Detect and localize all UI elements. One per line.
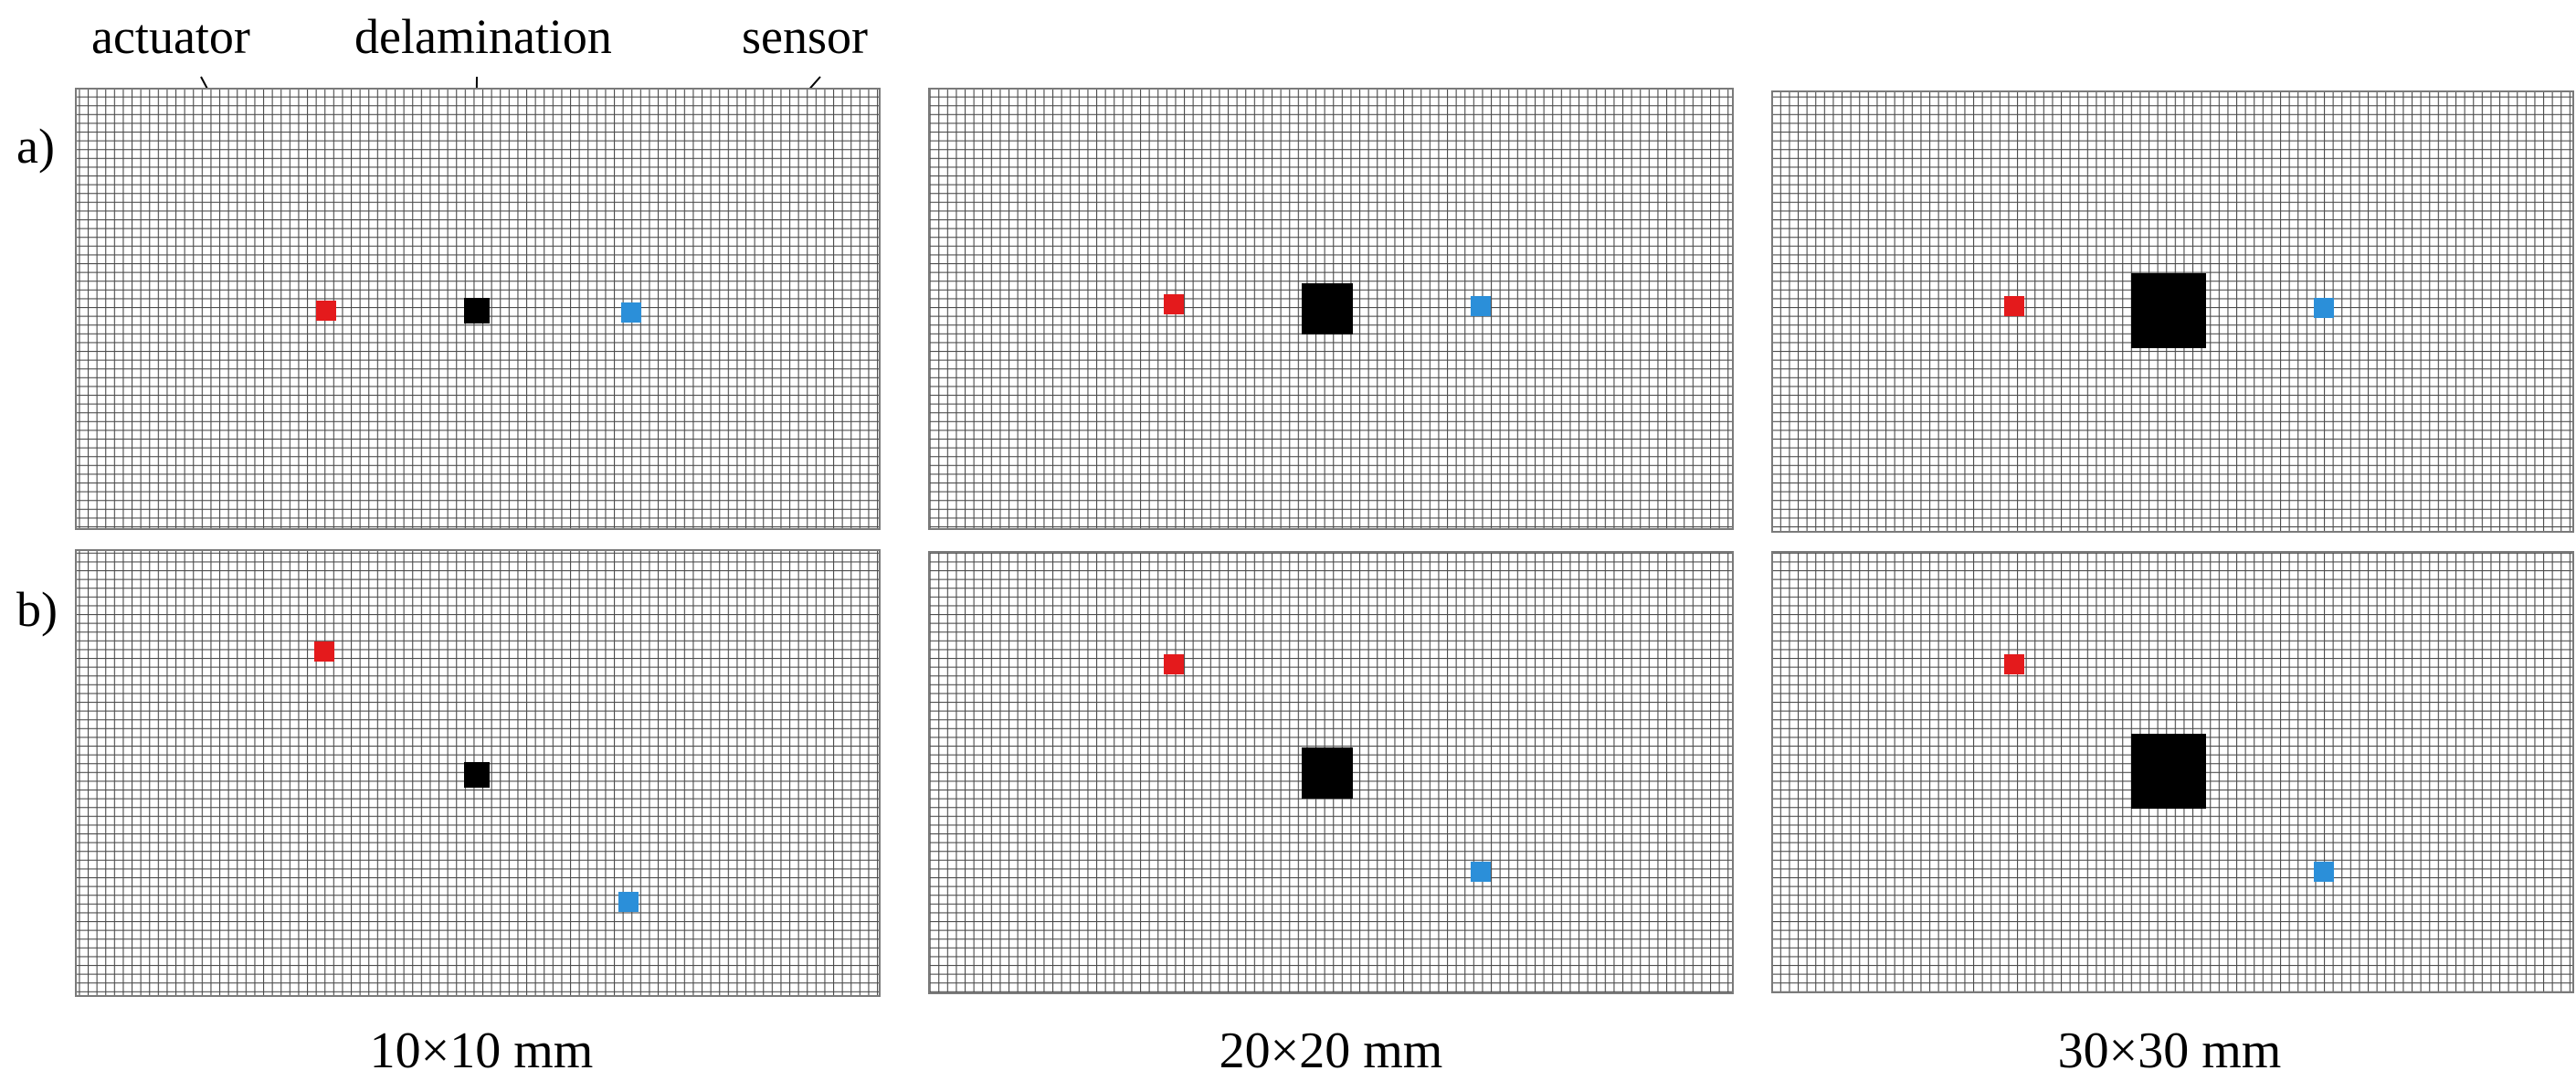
caption-20x20: 20×20 mm <box>1219 1023 1443 1079</box>
sensor-marker <box>2314 862 2334 882</box>
panels <box>75 88 2574 997</box>
delamination-marker <box>2131 273 2206 348</box>
panel-a-10 <box>75 88 881 530</box>
actuator-marker <box>314 641 334 662</box>
panel-a-30 <box>1771 90 2574 533</box>
sensor-label: sensor <box>742 9 868 64</box>
panel-a-20 <box>928 88 1734 530</box>
delamination-marker <box>1302 747 1353 799</box>
caption-30x30: 30×30 mm <box>2058 1023 2282 1079</box>
panel-b-20 <box>928 551 1734 994</box>
actuator-marker <box>2004 296 2024 316</box>
sensor-marker <box>2314 298 2334 318</box>
sensor-marker <box>621 302 641 323</box>
panel-b-10 <box>75 549 881 997</box>
actuator-marker <box>1164 654 1184 674</box>
actuator-marker <box>2004 654 2024 674</box>
row-label-a: a) <box>16 119 55 174</box>
sensor-marker <box>618 892 639 912</box>
delamination-marker <box>464 298 490 323</box>
row-label-b: b) <box>16 582 58 637</box>
sensor-marker <box>1471 862 1491 882</box>
delamination-marker <box>1302 283 1353 334</box>
delamination-marker <box>2131 734 2206 809</box>
delamination-label: delamination <box>354 9 612 64</box>
caption-10x10: 10×10 mm <box>370 1023 594 1079</box>
actuator-marker <box>316 301 336 321</box>
actuator-label: actuator <box>91 9 250 64</box>
sensor-marker <box>1471 296 1491 316</box>
panel-b-30 <box>1771 551 2574 993</box>
delamination-marker <box>464 762 490 788</box>
actuator-marker <box>1164 294 1184 314</box>
